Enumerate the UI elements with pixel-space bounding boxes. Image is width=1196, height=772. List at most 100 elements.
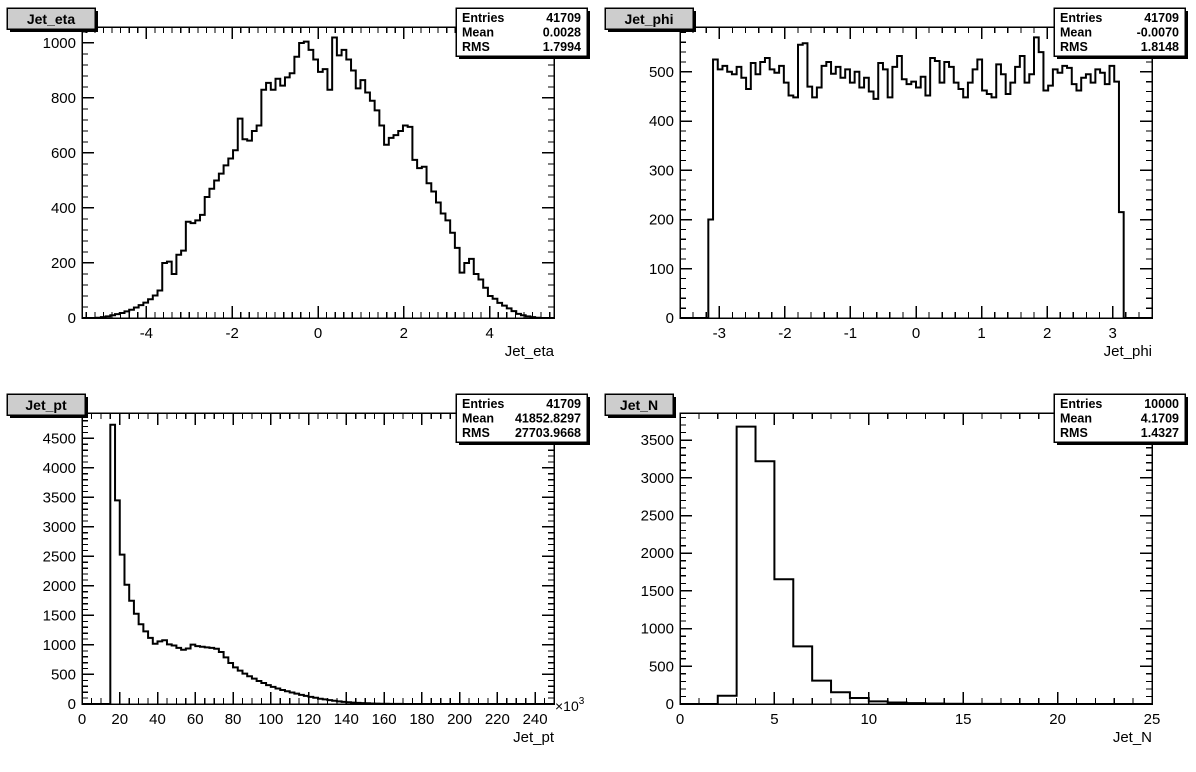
- y-axis-tick-label: 0: [68, 696, 76, 713]
- y-axis-tick-label: 3000: [641, 470, 674, 487]
- y-axis-tick-label: 0: [666, 696, 674, 713]
- y-axis-tick-label: 4000: [43, 460, 76, 477]
- stats-mean-label: Mean: [1060, 412, 1092, 426]
- y-axis-tick-label: 100: [649, 261, 674, 278]
- x-axis-tick-label: 140: [334, 711, 359, 728]
- stats-box: [1053, 393, 1186, 443]
- y-axis-tick-label: 3500: [641, 432, 674, 449]
- stats-entries-label: Entries: [1060, 397, 1102, 411]
- y-axis-tick-label: 1000: [43, 35, 76, 52]
- stats-entries-label: Entries: [1060, 11, 1102, 25]
- pad-jet-pt: 0 20 40 60 80 100 120 140 160 180 200 220 240 0 500 100…: [0, 386, 598, 772]
- x-axis-tick-label: 0: [314, 325, 322, 342]
- pad-jet-n: 0 5 10 15 20 25 0 500 1000 1500 2000 2500 3000 3500 Je…: [598, 386, 1196, 772]
- stats-entries-label: Entries: [462, 11, 504, 25]
- stats-entries-label: Entries: [462, 397, 504, 411]
- x-axis-tick-label: 120: [296, 711, 321, 728]
- y-axis-tick-label: 800: [51, 90, 76, 107]
- x-axis-tick-label: 25: [1144, 711, 1161, 728]
- stats-entries-value: 10000: [1144, 397, 1179, 411]
- y-axis-tick-label: 400: [649, 113, 674, 130]
- y-axis-tick-label: 2500: [43, 548, 76, 565]
- histogram-title: Jet_N: [620, 397, 658, 413]
- x-axis-title: Jet_N: [1113, 729, 1152, 746]
- x-axis-title: Jet_phi: [1104, 343, 1152, 360]
- stats-mean-label: Mean: [1060, 26, 1092, 40]
- y-axis-tick-label: 3000: [43, 519, 76, 536]
- y-axis-tick-label: 2000: [641, 545, 674, 562]
- histogram-step-line: [82, 36, 554, 319]
- stats-box: [455, 7, 588, 57]
- x-axis-tick-label: -1: [844, 325, 857, 342]
- y-axis-tick-label: 200: [51, 255, 76, 272]
- stats-box: [1053, 7, 1186, 57]
- plot-frame: [679, 412, 1153, 705]
- histogram-title: Jet_eta: [27, 11, 75, 27]
- pad-jet-phi: -3 -2 -1 0 1 2 3 0 100 200 300 400 500 Jet_phi Jet_phi…: [598, 0, 1196, 386]
- x-axis-tick-label: 40: [149, 711, 166, 728]
- histogram-title: Jet_phi: [624, 11, 673, 27]
- y-axis-tick-label: 200: [649, 212, 674, 229]
- stats-rms-value: 1.7994: [543, 40, 581, 54]
- x-axis-tick-label: 10: [860, 711, 877, 728]
- x-axis-title: Jet_pt: [513, 729, 555, 746]
- y-axis-tick-label: 0: [68, 310, 76, 327]
- stats-rms-label: RMS: [462, 40, 490, 54]
- stats-rms-value: 1.8148: [1141, 40, 1179, 54]
- x-axis-tick-label: 4: [485, 325, 493, 342]
- x-axis-tick-label: 3: [1108, 325, 1116, 342]
- stats-mean-label: Mean: [462, 26, 494, 40]
- title-box: [6, 7, 96, 30]
- title-box: [6, 393, 86, 416]
- x-axis-tick-label: 200: [447, 711, 472, 728]
- title-box: [604, 393, 674, 416]
- y-axis-tick-label: 2500: [641, 508, 674, 525]
- x-axis-tick-label: 100: [258, 711, 283, 728]
- y-axis-tick-label: 2000: [43, 578, 76, 595]
- x-axis-tick-label: 220: [485, 711, 510, 728]
- y-axis-tick-label: 400: [51, 200, 76, 217]
- stats-mean-value: 0.0028: [543, 26, 581, 40]
- plot-frame: [679, 26, 1153, 319]
- x-axis-tick-label: 0: [78, 711, 86, 728]
- x-axis-tick-label: 2: [400, 325, 408, 342]
- x-axis-tick-label: 0: [912, 325, 920, 342]
- histogram-step-line: [82, 423, 554, 705]
- y-axis-tick-label: 1000: [641, 621, 674, 638]
- stats-box: [455, 393, 588, 443]
- title-box: [604, 7, 694, 30]
- stats-mean-label: Mean: [462, 412, 494, 426]
- y-axis-tick-label: 300: [649, 162, 674, 179]
- plot-frame: [81, 412, 555, 705]
- y-axis-tick-label: 4500: [43, 430, 76, 447]
- x-axis-tick-label: 2: [1043, 325, 1051, 342]
- y-axis-tick-label: 500: [51, 666, 76, 683]
- x-axis-tick-label: 240: [523, 711, 548, 728]
- x-axis-tick-label: -4: [140, 325, 153, 342]
- x-axis-tick-label: -3: [713, 325, 726, 342]
- x-axis-tick-label: 180: [409, 711, 434, 728]
- x-axis-tick-label: -2: [778, 325, 791, 342]
- stats-entries-value: 41709: [1144, 11, 1179, 25]
- y-axis-tick-label: 1000: [43, 637, 76, 654]
- x-axis-exponent-label: ×103: [555, 696, 585, 714]
- x-axis-tick-label: 80: [225, 711, 242, 728]
- x-axis-tick-label: 160: [372, 711, 397, 728]
- x-axis-tick-label: -2: [226, 325, 239, 342]
- y-axis-tick-label: 500: [649, 658, 674, 675]
- plot-frame: [81, 26, 555, 319]
- y-axis-tick-label: 500: [649, 64, 674, 81]
- stats-rms-value: 27703.9668: [515, 426, 581, 440]
- stats-entries-value: 41709: [546, 397, 581, 411]
- stats-rms-label: RMS: [1060, 40, 1088, 54]
- pad-jet-eta: -4 -2 0 2 4 0 200 400 600 800 1000 Jet_eta Jet_eta En…: [0, 0, 598, 386]
- stats-mean-value: 41852.8297: [515, 412, 581, 426]
- y-axis-tick-label: 3500: [43, 489, 76, 506]
- stats-mean-value: -0.0070: [1137, 26, 1179, 40]
- x-axis-tick-label: 1: [977, 325, 985, 342]
- y-axis-tick-label: 600: [51, 145, 76, 162]
- stats-rms-value: 1.4327: [1141, 426, 1179, 440]
- x-axis-tick-label: 5: [770, 711, 778, 728]
